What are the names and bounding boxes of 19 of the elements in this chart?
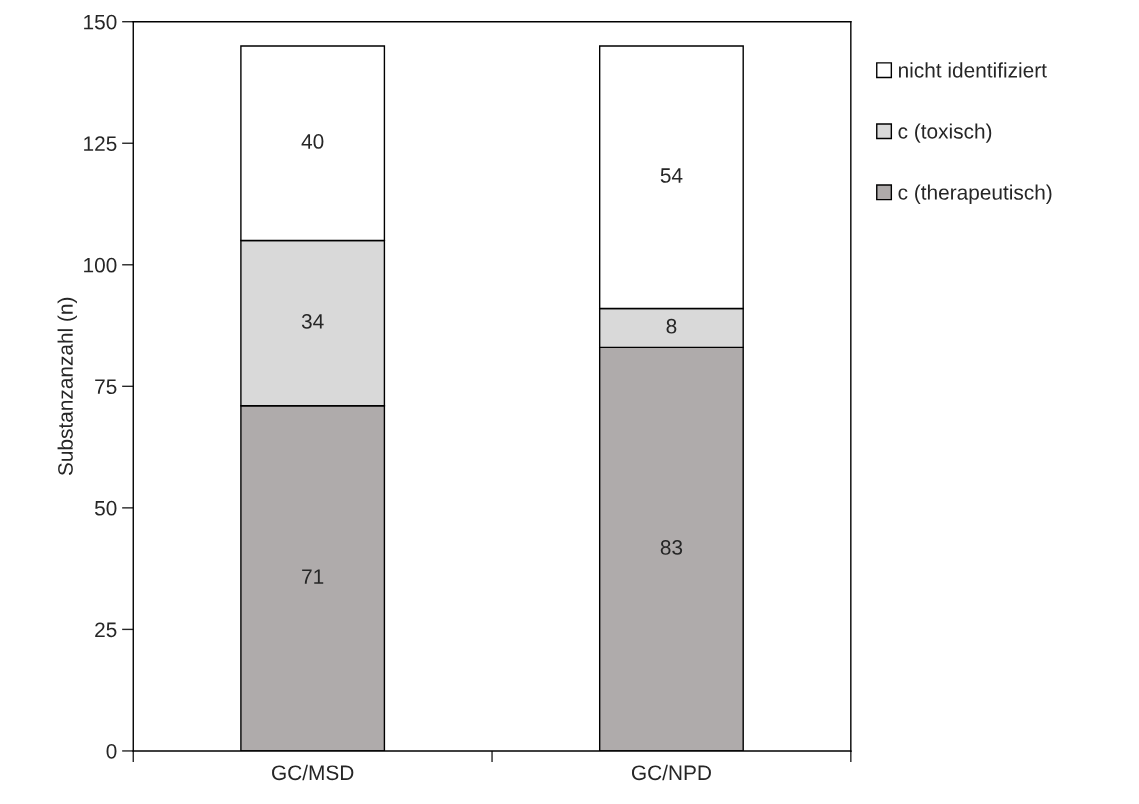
data-label: 83 — [660, 540, 683, 555]
x-tick-label: GC/MSD — [272, 764, 354, 781]
x-tick-label: GC/NPD — [631, 764, 711, 781]
legend-label: c (toxisch) — [898, 123, 992, 143]
y-tick-label: 25 — [95, 622, 117, 638]
y-axis-title: Substanzanzahl (n) — [57, 297, 77, 476]
data-label: 54 — [660, 168, 683, 183]
data-label: 8 — [666, 318, 677, 334]
y-tick-label: 150 — [84, 14, 117, 30]
legend-label: nicht identifiziert — [898, 62, 1047, 78]
y-tick-label: 0 — [106, 743, 117, 759]
y-tick-label: 125 — [84, 136, 117, 151]
legend-label: c (therapeutisch) — [898, 184, 1052, 204]
data-label: 71 — [302, 569, 324, 584]
y-tick-label: 100 — [84, 257, 117, 273]
data-label: 40 — [301, 134, 324, 149]
data-label: 34 — [301, 313, 324, 329]
y-tick-label: 75 — [95, 379, 117, 395]
y-tick-label: 50 — [94, 500, 117, 516]
